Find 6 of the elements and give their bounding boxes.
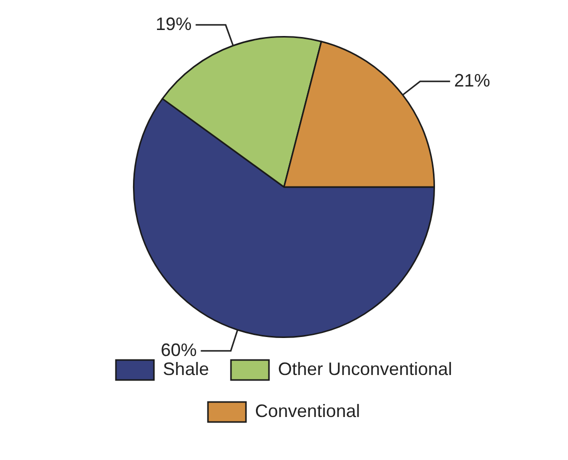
legend-label: Shale <box>162 358 209 379</box>
data-label: 19% <box>156 14 192 34</box>
legend-label: Other Unconventional <box>278 358 452 379</box>
data-label: 60% <box>160 340 197 360</box>
data-label: 21% <box>454 70 490 90</box>
legend-label: Conventional <box>254 400 360 421</box>
